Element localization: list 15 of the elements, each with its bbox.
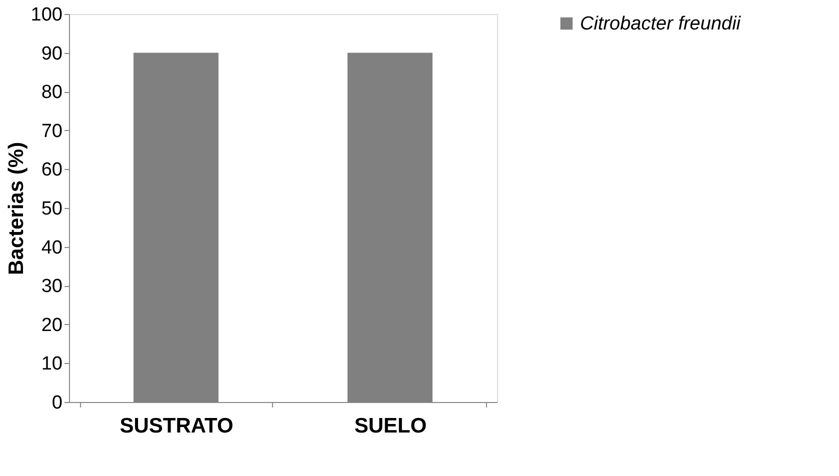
legend-label: Citrobacter freundii	[580, 14, 742, 34]
y-tick-label: 60	[41, 160, 62, 181]
y-tick-label: 90	[41, 43, 62, 64]
y-tick-label: 50	[41, 198, 62, 220]
x-tick-label: SUELO	[354, 414, 427, 438]
y-tick-label: 20	[41, 314, 62, 336]
y-tick-label: 10	[41, 354, 62, 375]
x-tick-label: SUSTRATO	[120, 414, 234, 438]
y-tick-label: 80	[41, 82, 62, 104]
y-tick-label: 70	[41, 120, 62, 142]
y-axis-title: Bacterias (%)	[4, 142, 28, 276]
y-tick-label: 0	[52, 392, 62, 414]
y-tick-label: 100	[30, 4, 62, 26]
y-tick-label: 40	[41, 237, 62, 258]
y-tick-label: 30	[41, 276, 62, 298]
